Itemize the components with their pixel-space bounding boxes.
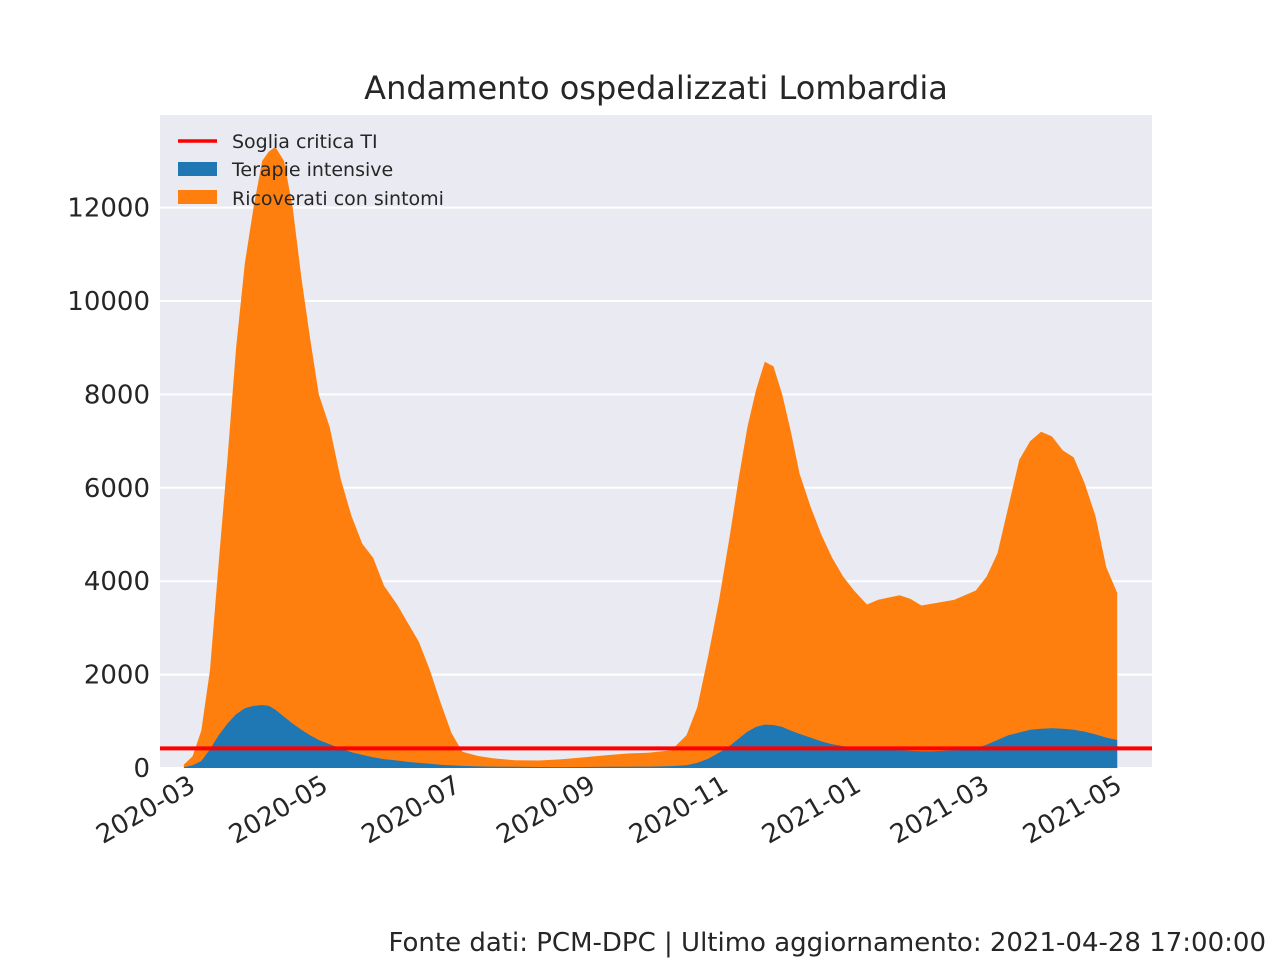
y-tick-label: 4000 (84, 567, 150, 597)
legend-swatch-hospitalized (178, 190, 217, 204)
y-axis-ticks: 0 2000 4000 6000 8000 10000 12000 (67, 194, 150, 784)
y-tick-label: 8000 (84, 380, 150, 410)
footer-source: Fonte dati: PCM-DPC | Ultimo aggiornamen… (389, 928, 1267, 958)
x-tick-label: 2020-11 (624, 770, 733, 850)
y-tick-label: 12000 (67, 194, 150, 224)
x-tick-label: 2020-07 (357, 770, 466, 850)
x-tick-label: 2020-09 (492, 770, 601, 850)
legend-label-hospitalized: Ricoverati con sintomi (232, 188, 444, 210)
x-tick-label: 2021-03 (885, 770, 994, 850)
x-tick-label: 2020-05 (224, 770, 333, 850)
legend-swatch-icu (178, 162, 217, 176)
legend: Soglia critica TI Terapie intensive Rico… (178, 131, 444, 210)
area-ricoverati-con-sintomi (183, 146, 1118, 768)
x-tick-label: 2021-01 (757, 770, 866, 850)
y-tick-label: 2000 (84, 661, 150, 691)
legend-label-threshold: Soglia critica TI (232, 131, 378, 153)
area-terapie-intensive (183, 705, 1118, 768)
y-tick-label: 10000 (67, 287, 150, 317)
legend-label-icu: Terapie intensive (231, 159, 393, 181)
x-axis-ticks: 2020-03 2020-05 2020-07 2020-09 2020-11 2021-… (91, 770, 1127, 850)
y-tick-label: 6000 (84, 474, 150, 504)
chart-title: Andamento ospedalizzati Lombardia (364, 69, 948, 107)
x-tick-label: 2021-05 (1018, 770, 1127, 850)
area-series (183, 146, 1118, 768)
y-tick-label: 0 (133, 754, 150, 784)
